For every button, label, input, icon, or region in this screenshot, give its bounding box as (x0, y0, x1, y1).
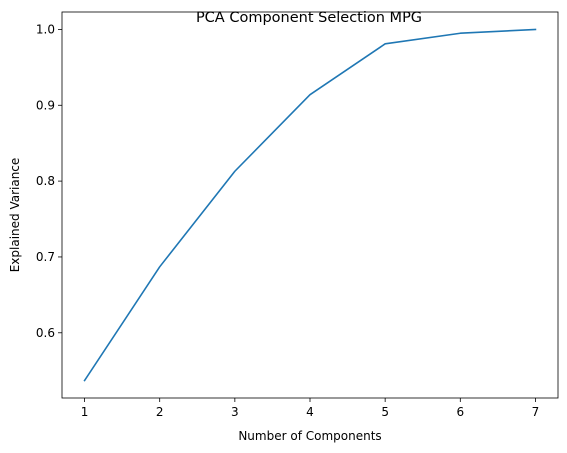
x-tick-label: 7 (532, 405, 540, 419)
plot-area-frame (61, 11, 559, 399)
y-axis-ticks: 0.6 0.7 0.8 0.9 1.0 (36, 22, 62, 340)
x-tick-label: 3 (231, 405, 239, 419)
x-tick-label: 6 (456, 405, 464, 419)
y-axis-label: Explained Variance (8, 158, 22, 273)
series-group (83, 28, 537, 382)
x-tick-label: 1 (81, 405, 89, 419)
chart-title: PCA Component Selection MPG (196, 10, 422, 26)
x-tick-label: 2 (156, 405, 164, 419)
y-tick-label: 0.8 (36, 174, 55, 188)
series-line-0 (83, 28, 537, 382)
y-tick-label: 0.7 (36, 250, 55, 264)
y-tick-label: 0.9 (36, 98, 55, 112)
x-axis-label: Number of Components (238, 429, 381, 443)
y-tick-label: 1.0 (36, 22, 55, 36)
x-tick-label: 5 (381, 405, 389, 419)
y-tick-label: 0.6 (36, 326, 55, 340)
x-axis-ticks: 1 2 3 4 5 6 7 (81, 398, 540, 419)
x-tick-label: 4 (306, 405, 314, 419)
